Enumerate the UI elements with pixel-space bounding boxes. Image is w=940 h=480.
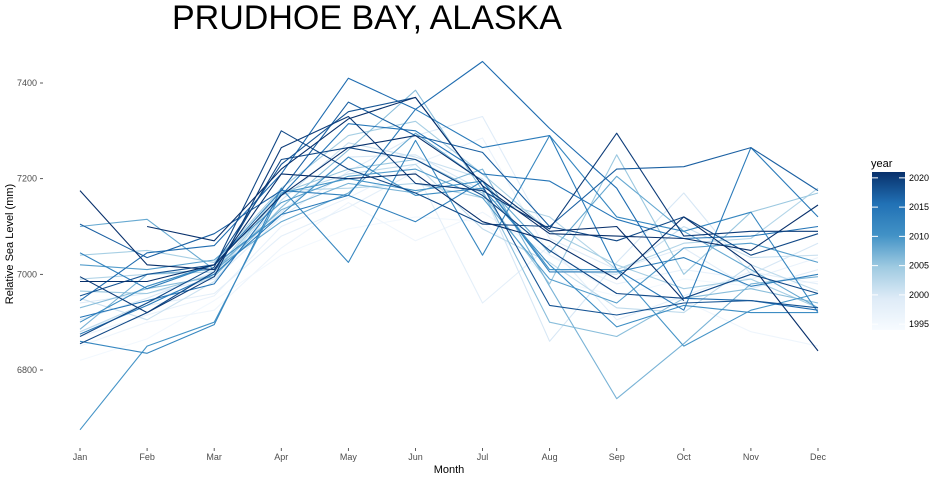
series-line-2000: [79, 154, 819, 342]
series-line-2007: [79, 168, 819, 400]
legend-label-2020: 2020: [909, 173, 929, 183]
series-line-1996: [79, 202, 819, 347]
y-axis: 6800 7000 7200 7400: [17, 78, 43, 375]
x-tick-label-may: May: [340, 452, 358, 462]
legend-title: year: [871, 158, 893, 170]
chart-title: PRUDHOE BAY, ALASKA: [172, 0, 562, 37]
series-lines: [79, 60, 819, 431]
series-line-1998: [79, 170, 819, 333]
series-line-2005: [79, 154, 819, 295]
series-line-2018: [79, 96, 819, 316]
series-line-2016: [79, 60, 819, 311]
y-axis-title: Relative Sea Level (mm): [4, 184, 16, 304]
x-tick-label-apr: Apr: [274, 452, 288, 462]
y-tick-label: 7200: [17, 174, 37, 184]
y-tick-label: 7000: [17, 269, 37, 279]
x-axis: Jan Feb Mar Apr May Jun Jul Aug Sep Oct Nov Dec: [73, 448, 827, 462]
series-line-2009: [79, 168, 819, 304]
x-tick-label-jan: Jan: [73, 452, 88, 462]
x-tick-label-jul: Jul: [477, 452, 489, 462]
legend-label-1995: 1995: [909, 319, 929, 329]
series-line-2022: [80, 135, 685, 301]
legend-label-2015: 2015: [909, 202, 929, 212]
y-tick-label: 7400: [17, 78, 37, 88]
series-line-2001: [79, 142, 819, 321]
series-line-2017: [79, 101, 819, 259]
series-line-1997: [79, 137, 819, 338]
x-tick-label-dec: Dec: [810, 452, 827, 462]
series-line-2002: [79, 163, 819, 333]
series-line-2022b: [146, 96, 819, 251]
x-tick-label-jun: Jun: [408, 452, 423, 462]
series-line-2003: [79, 182, 819, 280]
series-line-2010: [79, 178, 819, 431]
x-tick-label-mar: Mar: [206, 452, 222, 462]
x-tick-label-feb: Feb: [139, 452, 155, 462]
series-line-2019: [79, 130, 819, 337]
series-line-1995: [79, 216, 819, 361]
series-line-2004: [79, 120, 819, 309]
color-legend: year 1995 2000 2005 2010 2015 2020: [871, 158, 929, 330]
series-line-2014: [79, 108, 819, 335]
x-tick-label-nov: Nov: [743, 452, 760, 462]
legend-label-2000: 2000: [909, 290, 929, 300]
series-line-2021: [79, 173, 819, 352]
series-line-2019b: [79, 147, 819, 345]
legend-colorbar: [872, 172, 905, 330]
x-tick-label-oct: Oct: [677, 452, 692, 462]
series-line-2015: [79, 123, 819, 318]
y-tick-label: 6800: [17, 365, 37, 375]
x-axis-title: Month: [434, 464, 465, 476]
x-tick-label-sep: Sep: [609, 452, 625, 462]
x-tick-label-aug: Aug: [542, 452, 558, 462]
legend-label-2005: 2005: [909, 261, 929, 271]
series-line-2020: [79, 115, 818, 314]
legend-label-2010: 2010: [909, 231, 929, 241]
